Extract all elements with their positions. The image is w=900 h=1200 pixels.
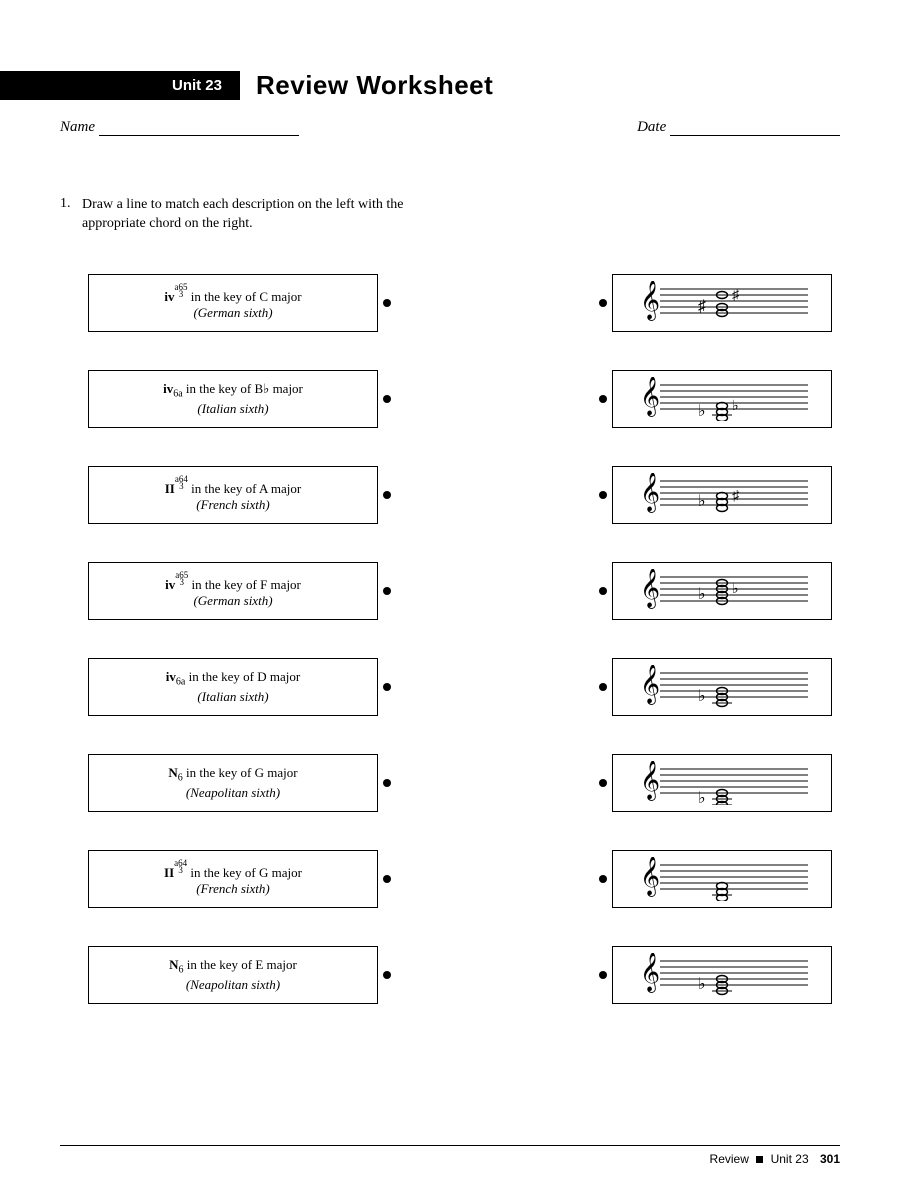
match-dot[interactable] xyxy=(599,875,607,883)
svg-text:♭: ♭ xyxy=(732,582,739,597)
square-icon xyxy=(756,1156,763,1163)
staff-icon: 𝄞 ♭ ♯ xyxy=(621,473,823,517)
match-dot[interactable] xyxy=(599,779,607,787)
description-text: N6 in the key of G major(Neapolitan sixt… xyxy=(168,765,297,801)
svg-text:♭: ♭ xyxy=(732,399,739,414)
chord-box[interactable]: 𝄞♭ xyxy=(612,946,832,1004)
match-dot[interactable] xyxy=(599,299,607,307)
description-box[interactable]: N6 in the key of E major(Neapolitan sixt… xyxy=(88,946,378,1004)
chord-box[interactable]: 𝄞♭ xyxy=(612,658,832,716)
description-box[interactable]: IIa643 in the key of G major(French sixt… xyxy=(88,850,378,908)
match-dot[interactable] xyxy=(383,683,391,691)
staff-icon: 𝄞♭ xyxy=(621,761,823,805)
match-dot[interactable] xyxy=(383,587,391,595)
staff-icon: 𝄞 ♭ ♭ xyxy=(621,569,823,613)
svg-text:𝄞: 𝄞 xyxy=(640,473,660,513)
header: Unit 23 Review Worksheet xyxy=(60,70,840,101)
staff-icon: 𝄞♭ xyxy=(621,665,823,709)
description-box[interactable]: IIa643 in the key of A major(French sixt… xyxy=(88,466,378,524)
match-dot[interactable] xyxy=(599,395,607,403)
chord-box[interactable]: 𝄞 ♭ ♭ xyxy=(612,370,832,428)
chord-box[interactable]: 𝄞 ♭ ♭ xyxy=(612,562,832,620)
match-dot[interactable] xyxy=(383,299,391,307)
match-dot[interactable] xyxy=(383,875,391,883)
question-1: 1. Draw a line to match each description… xyxy=(60,196,840,234)
match-dot[interactable] xyxy=(383,971,391,979)
footer-rule xyxy=(60,1145,840,1146)
description-box[interactable]: iv6a in the key of B♭ major(Italian sixt… xyxy=(88,370,378,428)
svg-text:♯: ♯ xyxy=(732,489,740,504)
description-text: iv6a in the key of B♭ major(Italian sixt… xyxy=(163,381,303,417)
match-dot[interactable] xyxy=(599,587,607,595)
svg-text:♭: ♭ xyxy=(698,688,706,705)
description-text: iva653 in the key of F major(German sixt… xyxy=(165,572,301,610)
match-dot[interactable] xyxy=(599,491,607,499)
date-label: Date xyxy=(637,119,666,135)
name-label: Name xyxy=(60,119,95,135)
description-text: IIa643 in the key of A major(French sixt… xyxy=(165,476,302,514)
page-number: 301 xyxy=(820,1152,840,1166)
footer-unit: Unit 23 xyxy=(771,1152,809,1166)
svg-text:♭: ♭ xyxy=(698,403,706,420)
question-text: Draw a line to match each description on… xyxy=(82,196,422,234)
svg-text:𝄞: 𝄞 xyxy=(640,377,660,417)
svg-text:♭: ♭ xyxy=(698,976,706,993)
description-text: iva653 in the key of C major(German sixt… xyxy=(164,284,301,322)
footer: Review Unit 23 301 xyxy=(710,1152,840,1166)
match-dot[interactable] xyxy=(599,971,607,979)
svg-text:♯: ♯ xyxy=(732,288,740,303)
question-number: 1. xyxy=(60,196,82,234)
footer-review: Review xyxy=(710,1152,749,1166)
description-box[interactable]: N6 in the key of G major(Neapolitan sixt… xyxy=(88,754,378,812)
chord-box[interactable]: 𝄞♭ xyxy=(612,754,832,812)
description-box[interactable]: iv6a in the key of D major(Italian sixth… xyxy=(88,658,378,716)
chord-box[interactable]: 𝄞 xyxy=(612,850,832,908)
staff-icon: 𝄞 ♯ ♯ xyxy=(621,281,823,325)
staff-icon: 𝄞♭ xyxy=(621,953,823,997)
staff-icon: 𝄞 xyxy=(621,857,823,901)
worksheet-page: Unit 23 Review Worksheet Name Date 1. Dr… xyxy=(0,0,900,1082)
svg-text:𝄞: 𝄞 xyxy=(640,761,660,801)
svg-text:𝄞: 𝄞 xyxy=(640,953,660,993)
svg-text:𝄞: 𝄞 xyxy=(640,857,660,897)
date-line[interactable] xyxy=(670,122,840,136)
svg-text:𝄞: 𝄞 xyxy=(640,281,660,321)
svg-text:♭: ♭ xyxy=(698,790,706,805)
description-text: IIa643 in the key of G major(French sixt… xyxy=(164,860,302,898)
description-text: N6 in the key of E major(Neapolitan sixt… xyxy=(169,957,297,993)
chords-column: 𝄞♯♯𝄞♭♭𝄞♭♯𝄞♭♭𝄞♭𝄞♭𝄞𝄞♭ xyxy=(612,274,832,1042)
name-field[interactable]: Name xyxy=(60,119,299,136)
svg-text:𝄞: 𝄞 xyxy=(640,569,660,609)
match-dot[interactable] xyxy=(383,491,391,499)
svg-text:𝄞: 𝄞 xyxy=(640,665,660,705)
descriptions-column: iva653 in the key of C major(German sixt… xyxy=(88,274,378,1042)
page-title: Review Worksheet xyxy=(256,70,493,101)
unit-banner: Unit 23 xyxy=(0,71,240,100)
svg-text:♭: ♭ xyxy=(698,493,706,510)
staff-icon: 𝄞 ♭ ♭ xyxy=(621,377,823,421)
chord-box[interactable]: 𝄞 ♯ ♯ xyxy=(612,274,832,332)
chord-box[interactable]: 𝄞 ♭ ♯ xyxy=(612,466,832,524)
description-box[interactable]: iva653 in the key of C major(German sixt… xyxy=(88,274,378,332)
match-dot[interactable] xyxy=(599,683,607,691)
matching-area: iva653 in the key of C major(German sixt… xyxy=(60,274,840,1042)
svg-text:♯: ♯ xyxy=(698,298,706,315)
description-text: iv6a in the key of D major(Italian sixth… xyxy=(166,669,300,705)
name-line[interactable] xyxy=(99,122,299,136)
name-date-row: Name Date xyxy=(60,119,840,136)
match-dot[interactable] xyxy=(383,779,391,787)
description-box[interactable]: iva653 in the key of F major(German sixt… xyxy=(88,562,378,620)
match-dot[interactable] xyxy=(383,395,391,403)
svg-text:♭: ♭ xyxy=(698,586,706,603)
date-field[interactable]: Date xyxy=(637,119,840,136)
